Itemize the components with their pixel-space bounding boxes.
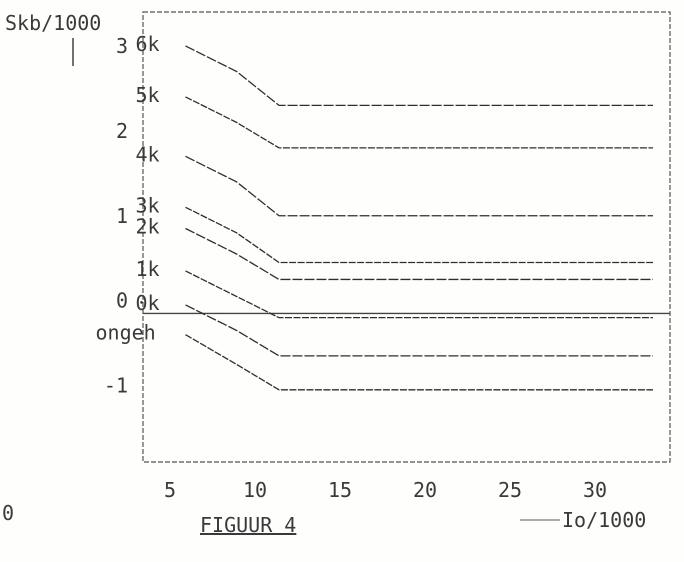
y-tick-label: 0: [116, 289, 128, 313]
series-line-2k: [185, 227, 653, 281]
y-axis-label: Skb/1000: [5, 11, 101, 35]
series-label-5k: 5k: [136, 83, 160, 107]
series-line-5k: [185, 96, 653, 149]
x-tick-label: 20: [413, 478, 437, 502]
series-label-1k: 1k: [136, 257, 160, 281]
y-tick-label: 3: [116, 34, 128, 58]
series-label-3k: 3k: [136, 193, 160, 217]
x-tick-label: 15: [328, 478, 352, 502]
x-tick-label: 10: [243, 478, 267, 502]
series-line-3k: [185, 206, 653, 264]
y-tick-label: -1: [104, 374, 128, 398]
series-line-1k: [185, 270, 653, 319]
x-tick-label: 30: [583, 478, 607, 502]
series-line-6k: [185, 45, 653, 107]
series-label-6k: 6k: [136, 32, 160, 56]
x-axis-label: Io/1000: [562, 508, 646, 532]
series-label-ongeh: ongeh: [96, 321, 156, 345]
corner-mark: 0: [2, 501, 14, 525]
x-tick-labels: 5 10 15 20 25 30: [164, 478, 607, 502]
series-line-0k: [185, 304, 653, 357]
series-label-4k: 4k: [136, 142, 160, 166]
series-line-ongeh: [185, 334, 653, 391]
series-label-2k: 2k: [136, 215, 160, 239]
y-tick-label: 1: [116, 204, 128, 228]
series-label-0k: 0k: [136, 291, 160, 315]
x-tick-label: 5: [164, 478, 176, 502]
x-tick-label: 25: [498, 478, 522, 502]
series-line-4k: [185, 155, 653, 217]
y-tick-labels: 3 2 1 0 -1: [104, 34, 128, 398]
figure-title: FIGUUR 4: [200, 513, 296, 537]
y-tick-label: 2: [116, 119, 128, 143]
plot-frame: [142, 11, 671, 463]
